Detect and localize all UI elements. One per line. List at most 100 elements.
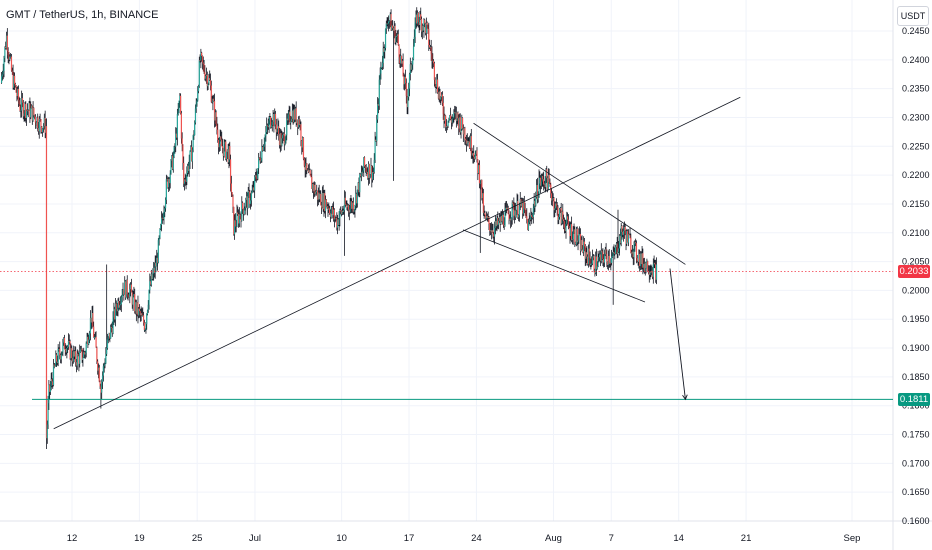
candle xyxy=(299,119,301,131)
candle xyxy=(171,155,173,168)
candle xyxy=(459,113,461,135)
candle xyxy=(67,344,69,354)
candle-body xyxy=(134,302,137,312)
candle-body xyxy=(462,128,464,135)
candle-body xyxy=(361,172,363,174)
candle xyxy=(649,265,651,280)
candle-body xyxy=(649,271,651,275)
candle-body xyxy=(449,115,451,120)
candle-body xyxy=(635,243,638,259)
symbol-title: GMT / TetherUS, 1h, BINANCE xyxy=(6,9,159,21)
candle xyxy=(600,243,602,264)
candle-body xyxy=(221,146,224,148)
candle-body xyxy=(98,367,100,382)
candle-body xyxy=(117,300,119,312)
candle-body xyxy=(129,289,131,298)
candle-body xyxy=(454,112,456,114)
candle-body xyxy=(93,326,95,338)
candle xyxy=(159,228,161,240)
candle-body xyxy=(456,112,458,121)
candle-body xyxy=(292,110,294,123)
candle-body xyxy=(432,60,435,64)
candle-body xyxy=(627,234,630,243)
candle xyxy=(323,190,325,217)
candle xyxy=(517,194,519,219)
candle xyxy=(310,173,312,178)
candle xyxy=(217,137,220,155)
candle xyxy=(316,184,318,196)
candle xyxy=(293,104,295,124)
candle xyxy=(304,158,306,178)
candle-body xyxy=(552,198,554,199)
candle-body xyxy=(240,216,242,221)
candle-body xyxy=(252,187,254,191)
candle-body xyxy=(438,91,440,99)
candle xyxy=(572,226,574,245)
candle xyxy=(472,150,474,164)
candle-body xyxy=(217,139,220,148)
candle-body xyxy=(111,327,113,334)
candle-body xyxy=(424,23,427,34)
candle xyxy=(496,215,498,232)
candle-body xyxy=(220,136,222,140)
candle-body xyxy=(367,171,369,178)
candle xyxy=(242,208,245,221)
candle-body xyxy=(506,207,508,210)
candle xyxy=(646,258,648,269)
candle-body xyxy=(214,112,216,121)
candle xyxy=(333,208,336,228)
candle xyxy=(556,202,558,216)
candle xyxy=(633,241,635,265)
candle xyxy=(369,174,371,179)
candle xyxy=(501,211,503,223)
candle-body xyxy=(149,281,152,285)
candle xyxy=(245,197,247,215)
candle xyxy=(653,255,655,268)
candle-body xyxy=(573,229,575,232)
candle xyxy=(262,144,265,152)
candle-body xyxy=(247,190,249,209)
x-tick-label: 17 xyxy=(404,533,415,544)
candle-body xyxy=(380,67,382,74)
candle xyxy=(441,91,444,106)
candle xyxy=(173,145,175,159)
candle-body xyxy=(148,290,150,305)
candle xyxy=(94,332,96,339)
candle-body xyxy=(71,348,73,358)
candle-body xyxy=(272,113,274,122)
candle-body xyxy=(364,166,366,168)
candle xyxy=(235,219,237,233)
candle-body xyxy=(621,225,623,232)
candle xyxy=(363,156,366,169)
candle xyxy=(576,226,578,246)
candle-body xyxy=(83,352,86,355)
candle-body xyxy=(29,103,31,118)
candle-body xyxy=(543,183,546,185)
candle-body xyxy=(478,165,481,184)
candle-body xyxy=(488,217,490,224)
candle-body xyxy=(281,138,283,146)
candle-body xyxy=(608,255,610,264)
candle xyxy=(622,228,624,238)
candle xyxy=(10,53,12,59)
candle-body xyxy=(61,351,63,355)
currency-button[interactable]: USDT xyxy=(897,6,929,26)
candle-body xyxy=(615,243,617,248)
candle xyxy=(455,106,457,128)
candle-body xyxy=(49,385,51,392)
candle xyxy=(31,105,33,125)
candle-body xyxy=(190,146,192,151)
candle xyxy=(457,111,459,126)
candle-body xyxy=(291,110,293,119)
candle-body xyxy=(287,114,289,121)
candle xyxy=(194,104,197,125)
candle xyxy=(541,174,543,187)
candle-body xyxy=(539,177,541,184)
candle-body xyxy=(189,150,191,163)
candle xyxy=(531,212,534,220)
candle xyxy=(370,157,372,178)
candle-body xyxy=(445,115,447,128)
candle-body xyxy=(413,36,415,47)
candle-body xyxy=(614,252,616,254)
